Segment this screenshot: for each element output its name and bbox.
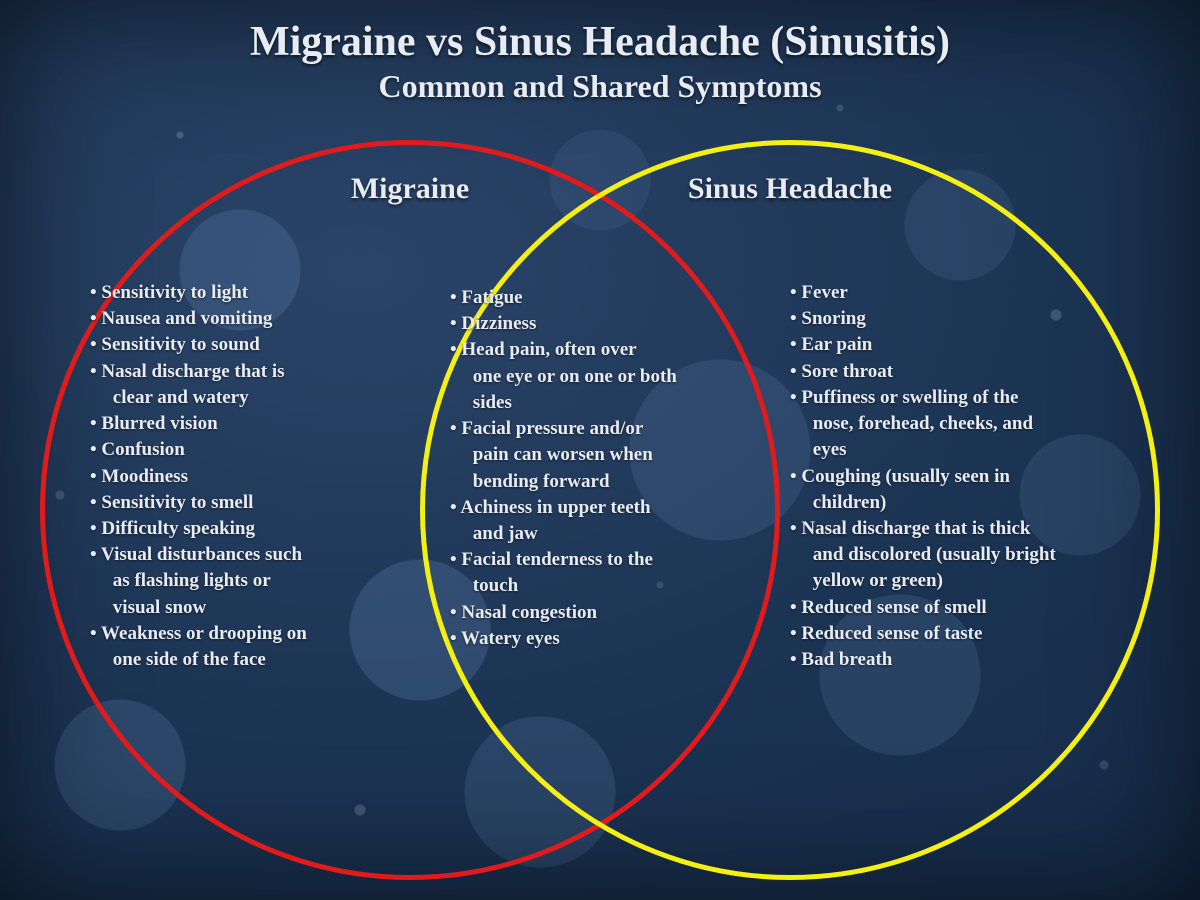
- symptom-item: • Achiness in upper teethand jaw: [450, 495, 740, 547]
- symptom-item: • Weakness or drooping onone side of the…: [90, 621, 410, 673]
- symptom-item: • Fever: [790, 280, 1120, 306]
- symptom-item: • Nasal discharge that isclear and water…: [90, 359, 410, 411]
- symptom-item: • Watery eyes: [450, 626, 740, 652]
- symptom-item: • Sensitivity to sound: [90, 332, 410, 358]
- symptom-item: • Nausea and vomiting: [90, 306, 410, 332]
- symptom-item: • Difficulty speaking: [90, 516, 410, 542]
- venn-label-right: Sinus Headache: [610, 172, 970, 206]
- symptom-list-sinus: • Fever• Snoring• Ear pain• Sore throat•…: [790, 280, 1120, 673]
- symptom-item: • Bad breath: [790, 647, 1120, 673]
- symptom-item: • Confusion: [90, 437, 410, 463]
- symptom-item: • Facial pressure and/orpain can worsen …: [450, 416, 740, 495]
- symptom-item: • Sore throat: [790, 359, 1120, 385]
- symptom-item: • Head pain, often overone eye or on one…: [450, 337, 740, 416]
- symptom-item: • Coughing (usually seen inchildren): [790, 464, 1120, 516]
- symptom-item: • Fatigue: [450, 285, 740, 311]
- venn-label-left: Migraine: [230, 172, 590, 206]
- page-subtitle: Common and Shared Symptoms: [0, 68, 1200, 105]
- symptom-item: • Puffiness or swelling of thenose, fore…: [790, 385, 1120, 464]
- symptom-item: • Dizziness: [450, 311, 740, 337]
- symptom-item: • Facial tenderness to thetouch: [450, 547, 740, 599]
- diagram-stage: Migraine vs Sinus Headache (Sinusitis) C…: [0, 0, 1200, 900]
- symptom-item: • Nasal congestion: [450, 600, 740, 626]
- symptom-item: • Blurred vision: [90, 411, 410, 437]
- symptom-item: • Moodiness: [90, 464, 410, 490]
- symptom-list-shared: • Fatigue• Dizziness• Head pain, often o…: [450, 285, 740, 652]
- symptom-item: • Sensitivity to light: [90, 280, 410, 306]
- symptom-item: • Snoring: [790, 306, 1120, 332]
- symptom-item: • Reduced sense of taste: [790, 621, 1120, 647]
- symptom-item: • Sensitivity to smell: [90, 490, 410, 516]
- symptom-item: • Reduced sense of smell: [790, 595, 1120, 621]
- symptom-item: • Visual disturbances suchas flashing li…: [90, 542, 410, 621]
- page-title: Migraine vs Sinus Headache (Sinusitis): [0, 18, 1200, 66]
- symptom-item: • Ear pain: [790, 332, 1120, 358]
- symptom-list-migraine: • Sensitivity to light• Nausea and vomit…: [90, 280, 410, 673]
- symptom-item: • Nasal discharge that is thickand disco…: [790, 516, 1120, 595]
